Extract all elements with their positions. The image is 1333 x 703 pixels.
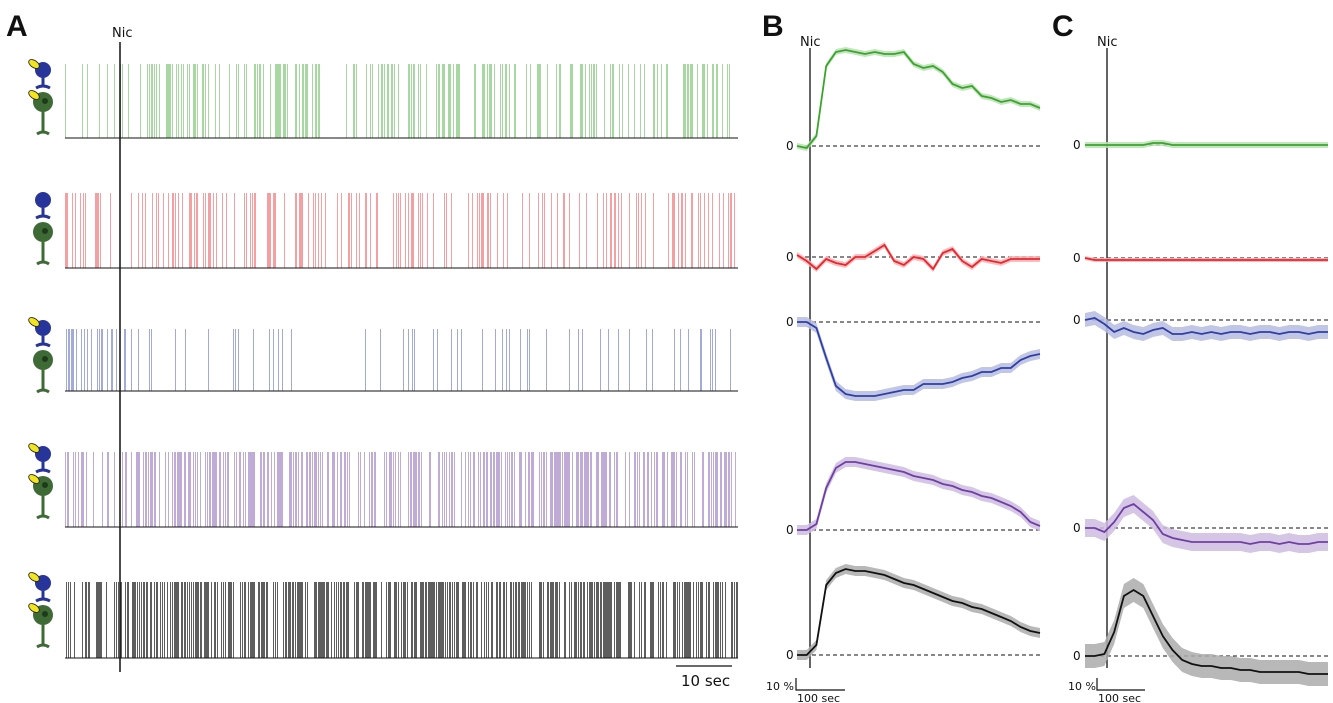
panel-b-scale-amp: 10 % bbox=[766, 680, 794, 693]
mean-line-red bbox=[796, 243, 1040, 271]
error-band-blue bbox=[797, 317, 1040, 401]
trace-c-purple: 0 bbox=[1073, 495, 1328, 553]
trace-c-red: 0 bbox=[1073, 251, 1328, 265]
raster-row-red bbox=[65, 193, 738, 269]
blue-cell-terminal bbox=[35, 84, 51, 90]
panel-a-rasters bbox=[65, 64, 738, 659]
error-band-red bbox=[1085, 256, 1328, 262]
green-cell-terminal bbox=[36, 388, 50, 394]
trace-c-black: 0 bbox=[1073, 578, 1328, 686]
trace-c-green: 0 bbox=[1073, 138, 1328, 152]
error-band-black bbox=[797, 564, 1040, 660]
error-band-red bbox=[797, 242, 1040, 272]
panel-b-nic-label: Nic bbox=[800, 35, 820, 50]
mean-line-purple bbox=[797, 461, 1041, 531]
mean-line-black bbox=[797, 568, 1041, 656]
green-cell-nucleus bbox=[42, 611, 48, 617]
panel-a-label: A bbox=[6, 10, 28, 43]
green-cell-terminal bbox=[36, 514, 50, 520]
green-cell-terminal bbox=[36, 643, 50, 649]
raster-row-blue bbox=[65, 329, 738, 392]
panel-a-nic-label: Nic bbox=[112, 26, 132, 41]
mean-line-red bbox=[1084, 257, 1328, 261]
panel-a-scale-bar: 10 sec bbox=[676, 665, 732, 690]
yellow-receptor-blue-cell bbox=[28, 572, 40, 582]
trace-b-purple: 0 bbox=[786, 457, 1041, 537]
green-cell-terminal bbox=[36, 130, 50, 136]
panel-c-scale-bar: 10 % 100 sec bbox=[1068, 678, 1145, 703]
zero-label-purple: 0 bbox=[1073, 521, 1081, 535]
raster-row-green bbox=[65, 64, 738, 139]
blue-cell-body bbox=[35, 192, 51, 208]
mean-line-blue bbox=[1084, 317, 1328, 335]
panel-c-traces: 0 0 0 0 0 bbox=[1073, 48, 1328, 686]
yellow-receptor-blue-cell bbox=[28, 59, 40, 69]
error-band-black bbox=[1085, 578, 1328, 686]
panel-c-scale-amp: 10 % bbox=[1068, 680, 1096, 693]
cell-icon-black bbox=[28, 572, 53, 649]
error-band-purple bbox=[797, 457, 1040, 535]
zero-label-blue: 0 bbox=[786, 315, 794, 329]
zero-label-purple: 0 bbox=[786, 523, 794, 537]
cell-icon-green bbox=[28, 59, 53, 136]
green-cell-nucleus bbox=[42, 228, 48, 234]
zero-label-green: 0 bbox=[1073, 138, 1081, 152]
error-band-green bbox=[1085, 140, 1328, 148]
zero-label-green: 0 bbox=[786, 139, 794, 153]
zero-label-red: 0 bbox=[786, 250, 794, 264]
error-band-blue bbox=[1085, 311, 1328, 341]
panel-b-label: B bbox=[762, 10, 784, 43]
yellow-receptor-blue-cell bbox=[28, 317, 40, 327]
yellow-receptor-blue-cell bbox=[28, 443, 40, 453]
mean-line-black bbox=[1085, 588, 1328, 675]
mean-line-green bbox=[1085, 142, 1328, 146]
green-cell-terminal bbox=[36, 260, 50, 266]
trace-c-blue: 0 bbox=[1073, 311, 1328, 341]
raster-row-purple bbox=[65, 452, 738, 528]
error-band-green bbox=[797, 47, 1040, 151]
cell-icon-purple bbox=[28, 443, 53, 520]
green-cell-nucleus bbox=[42, 356, 48, 362]
raster-row-black bbox=[65, 582, 738, 659]
panel-a-scale-label: 10 sec bbox=[681, 672, 730, 690]
panel-c-label: C bbox=[1052, 10, 1074, 43]
green-cell-nucleus bbox=[42, 482, 48, 488]
blue-cell-terminal bbox=[35, 597, 51, 603]
cell-icon-red bbox=[33, 192, 53, 266]
zero-label-blue: 0 bbox=[1073, 313, 1081, 327]
panel-b-traces: 0 0 0 0 0 bbox=[786, 47, 1041, 668]
panel-b-scale-bar: 10 % 100 sec bbox=[766, 678, 845, 703]
panel-c-nic-label: Nic bbox=[1097, 35, 1117, 50]
blue-cell-terminal bbox=[35, 342, 51, 348]
blue-cell-terminal bbox=[35, 468, 51, 474]
yellow-receptor-green-cell bbox=[28, 90, 40, 100]
mean-line-blue bbox=[797, 321, 1041, 397]
cell-schematics bbox=[28, 59, 53, 649]
yellow-receptor-green-cell bbox=[28, 603, 40, 613]
mean-line-purple bbox=[1085, 502, 1328, 545]
blue-cell-terminal bbox=[35, 214, 51, 220]
green-cell-nucleus bbox=[42, 98, 48, 104]
zero-label-black: 0 bbox=[1073, 649, 1081, 663]
cell-icon-blue bbox=[28, 317, 53, 394]
panel-c-scale-time: 100 sec bbox=[1098, 692, 1141, 703]
yellow-receptor-green-cell bbox=[28, 474, 40, 484]
trace-b-black: 0 bbox=[786, 564, 1041, 662]
zero-label-red: 0 bbox=[1073, 251, 1081, 265]
trace-b-green: 0 bbox=[786, 47, 1041, 153]
error-band-purple bbox=[1085, 495, 1328, 553]
trace-b-red: 0 bbox=[786, 242, 1040, 272]
mean-line-green bbox=[796, 49, 1041, 149]
zero-label-black: 0 bbox=[786, 648, 794, 662]
panel-b-scale-time: 100 sec bbox=[797, 692, 840, 703]
trace-b-blue: 0 bbox=[786, 315, 1041, 401]
